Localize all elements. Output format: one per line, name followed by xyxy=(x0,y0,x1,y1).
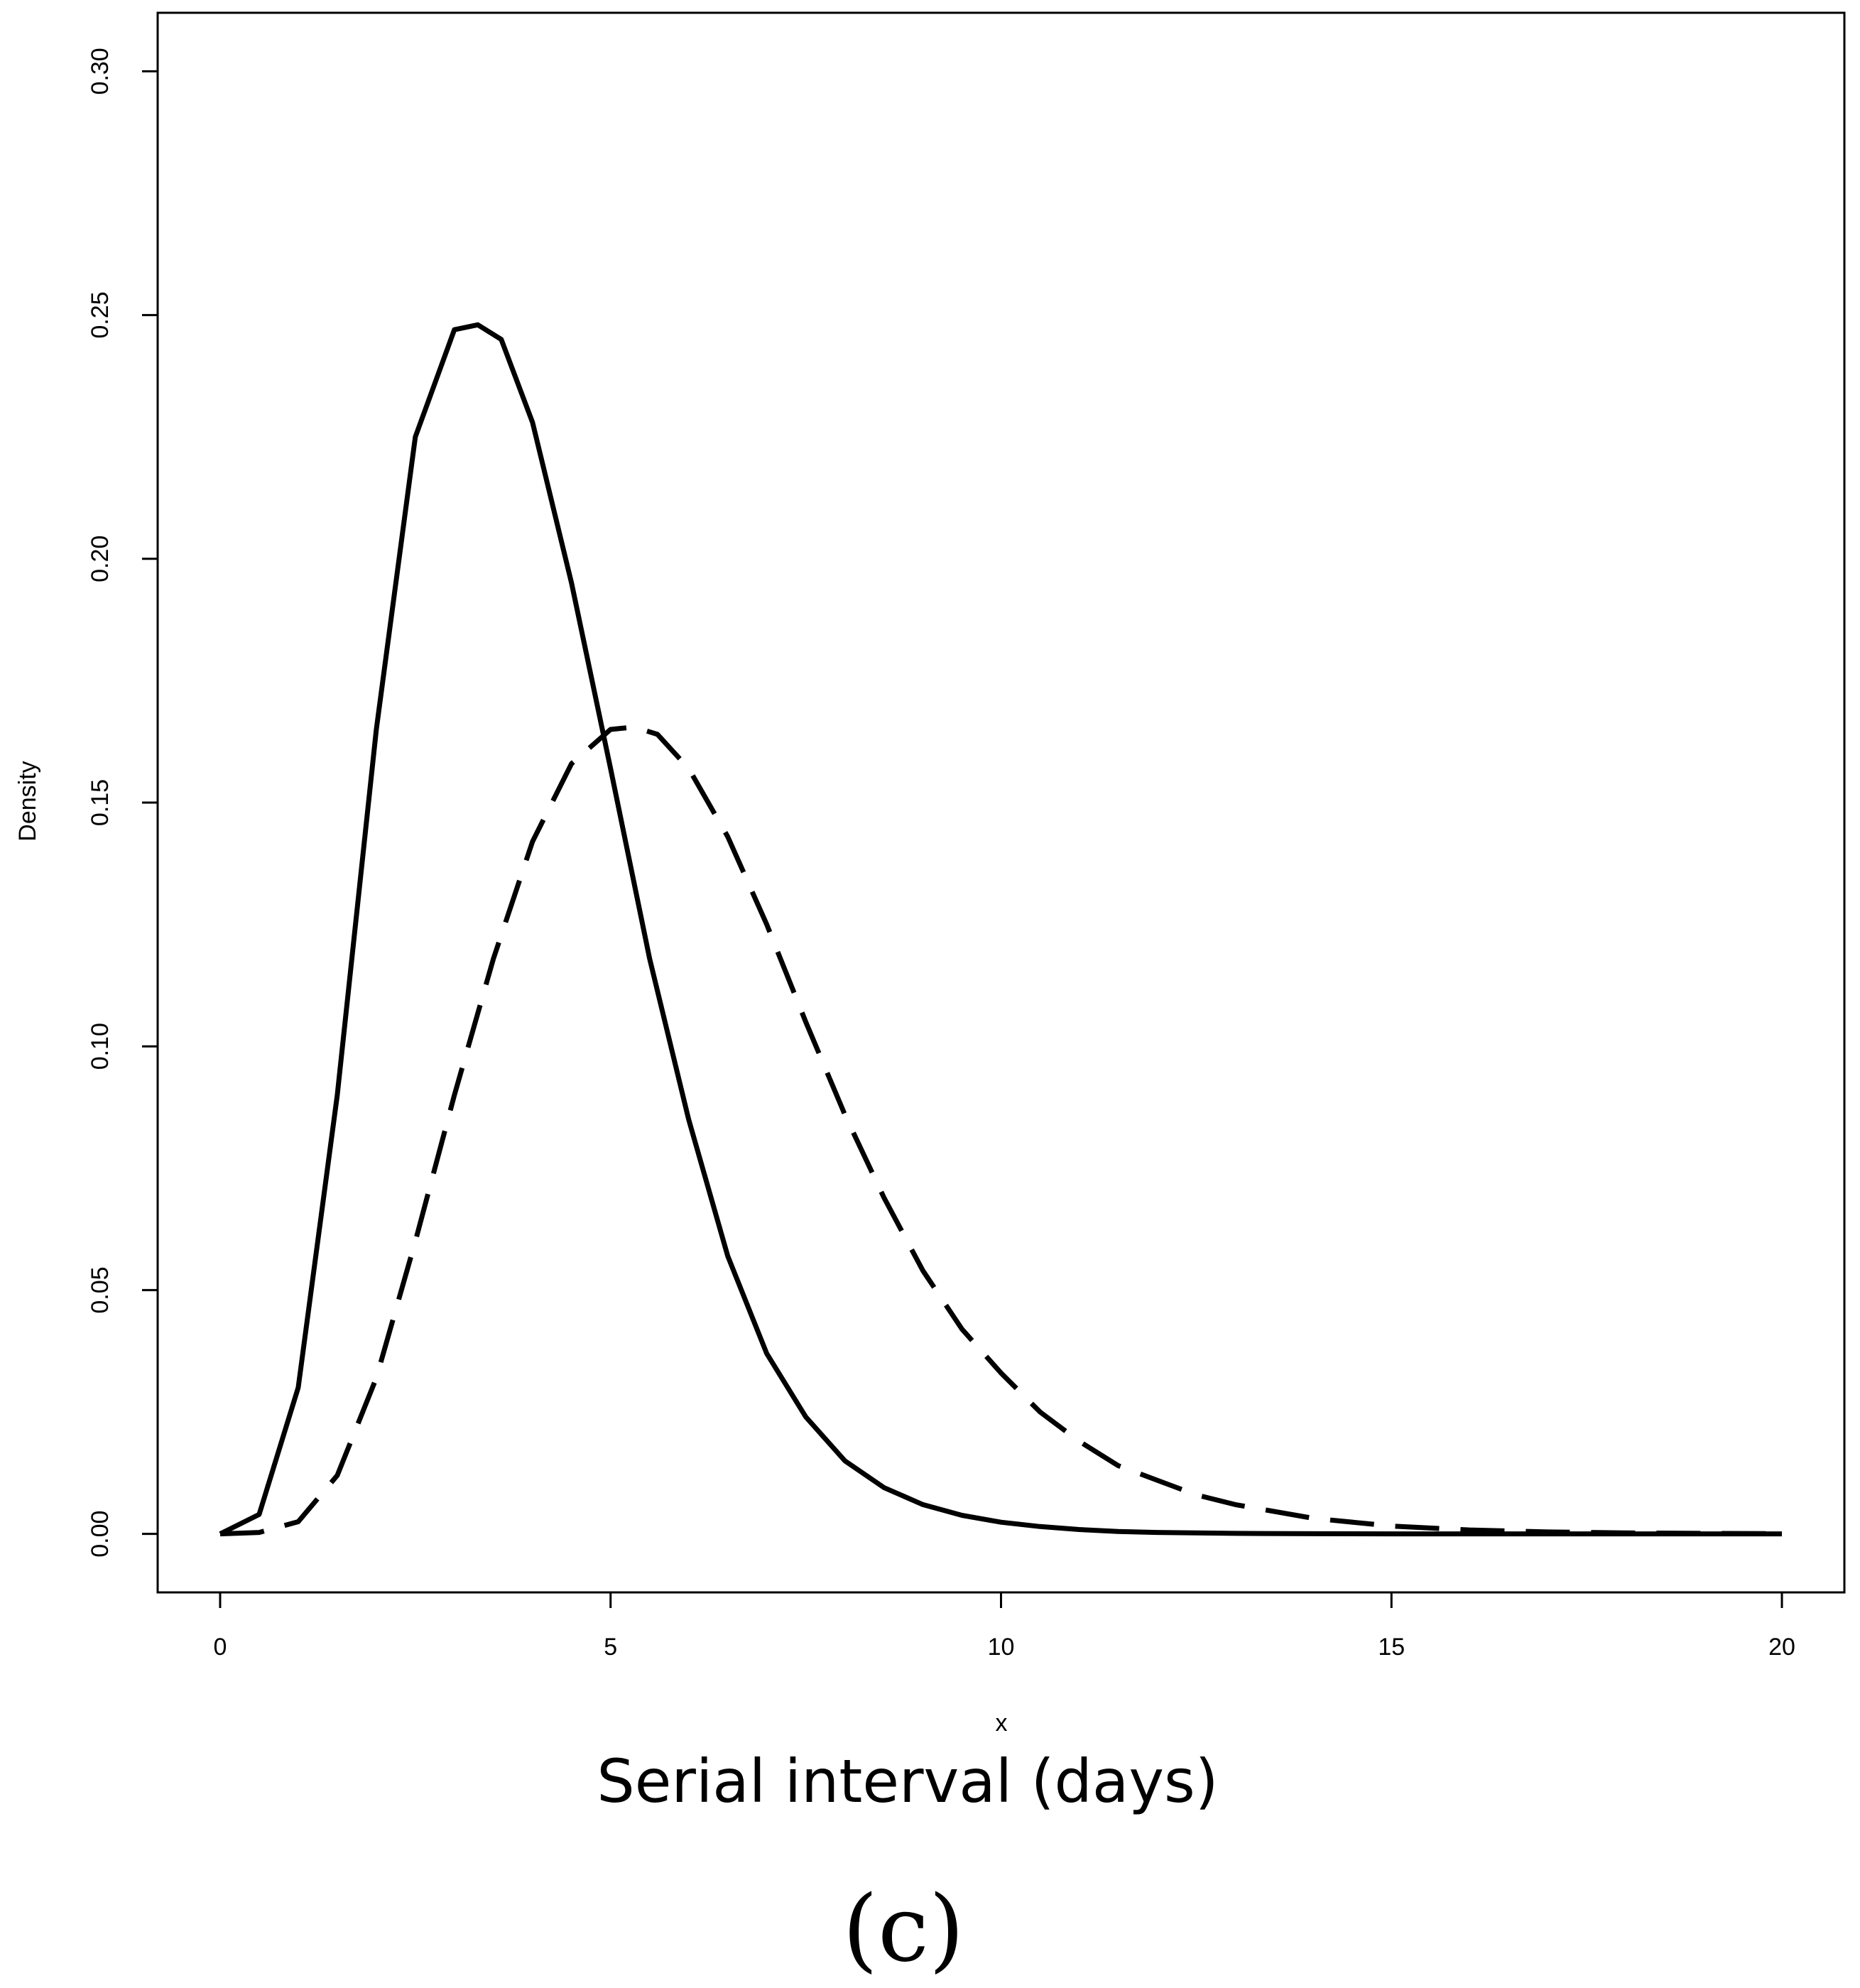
x-axis-label: x xyxy=(996,1710,1008,1737)
panel-label: (c) xyxy=(842,1876,964,1982)
series-layer xyxy=(219,322,1783,1537)
y-tick-label-3: 0.15 xyxy=(87,779,114,826)
series-line-dashed xyxy=(219,724,1783,1537)
y-tick-label-0: 0.00 xyxy=(87,1511,114,1558)
x-tick-label-5: 5 xyxy=(604,1634,617,1661)
plot-frame xyxy=(156,11,1846,1594)
y-axis-label: Density xyxy=(14,761,41,841)
x-tick-label-0: 0 xyxy=(214,1634,227,1661)
y-tick-label-4: 0.20 xyxy=(87,536,114,582)
x-tick-label-20: 20 xyxy=(1768,1634,1795,1661)
y-tick-label-6: 0.30 xyxy=(87,48,114,94)
x-tick-label-10: 10 xyxy=(988,1634,1015,1661)
x-axis: 0 5 10 15 20 xyxy=(214,1591,1795,1661)
series-line-solid xyxy=(219,322,1782,1537)
x-axis-caption: Serial interval (days) xyxy=(597,1747,1218,1816)
y-tick-label-5: 0.25 xyxy=(87,291,114,338)
y-tick-label-2: 0.10 xyxy=(87,1023,114,1070)
y-axis: 0.00 0.05 0.10 0.15 0.20 0.25 0.30 xyxy=(87,48,159,1558)
x-tick-label-15: 15 xyxy=(1378,1634,1405,1661)
y-tick-label-1: 0.05 xyxy=(87,1266,114,1313)
